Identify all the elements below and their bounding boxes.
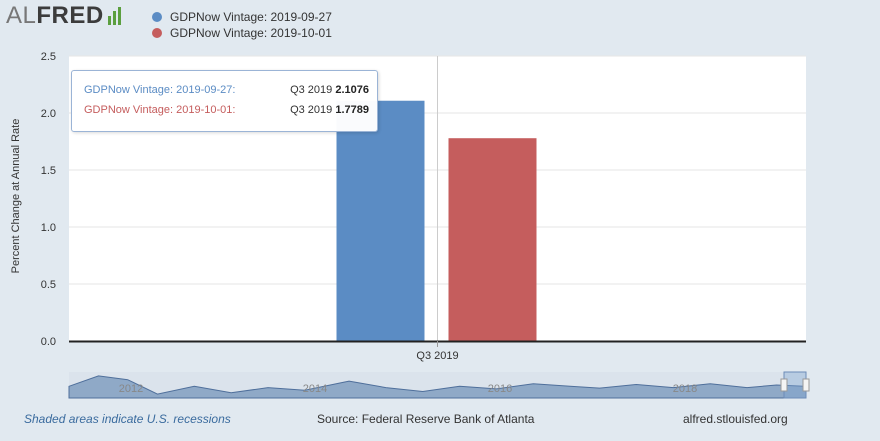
y-tick-label: 0.5 [41, 279, 56, 291]
source-text: Source: Federal Reserve Bank of Atlanta [317, 412, 535, 426]
navigator-year-label: 2012 [119, 383, 143, 395]
x-tick-label: Q3 2019 [416, 350, 458, 362]
legend-item-series-1[interactable]: GDPNow Vintage: 2019-09-27 [152, 9, 332, 25]
bar-series-1[interactable] [336, 100, 425, 341]
y-tick-label: 2.0 [41, 108, 56, 120]
tooltip-label-2: GDPNow Vintage: 2019-10-01: [84, 104, 236, 116]
y-tick-label: 1.5 [41, 165, 56, 177]
y-tick-label: 0.0 [41, 336, 56, 348]
y-tick-label: 2.5 [41, 51, 56, 63]
navigator-year-label: 2016 [488, 383, 512, 395]
tooltip-row-1: GDPNow Vintage: 2019-09-27: Q3 2019 2.10… [84, 84, 369, 100]
legend-marker-series-2 [152, 28, 162, 38]
navigator-series-area [68, 375, 807, 399]
tooltip-row-2: GDPNow Vintage: 2019-10-01: Q3 2019 1.77… [84, 104, 369, 120]
navigator-year-label: 2018 [673, 383, 697, 395]
tooltip-value-2: 1.7789 [335, 104, 369, 116]
y-tick-label: 1.0 [41, 222, 56, 234]
y-axis-label: Percent Change at Annual Rate [10, 118, 22, 274]
navigator-year-label: 2014 [303, 383, 327, 395]
navigator-handle-right[interactable] [802, 378, 810, 392]
logo-text-al: AL [6, 2, 37, 29]
tooltip-period-2: Q3 2019 [290, 104, 333, 116]
alfred-logo[interactable]: AL FRED [6, 2, 121, 29]
tooltip-label-1: GDPNow Vintage: 2019-09-27: [84, 84, 236, 96]
tooltip-period-1: Q3 2019 [290, 84, 333, 96]
logo-bars-icon [107, 7, 121, 25]
legend-item-series-2[interactable]: GDPNow Vintage: 2019-10-01 [152, 25, 332, 41]
recession-note: Shaded areas indicate U.S. recessions [24, 412, 231, 426]
bar-series-2[interactable] [448, 138, 537, 341]
navigator-handle-left[interactable] [780, 378, 788, 392]
tooltip: GDPNow Vintage: 2019-09-27: Q3 2019 2.10… [71, 70, 378, 132]
logo-text-fred: FRED [36, 2, 104, 29]
chart-legend: GDPNow Vintage: 2019-09-27 GDPNow Vintag… [152, 9, 332, 41]
site-link[interactable]: alfred.stlouisfed.org [683, 412, 788, 426]
legend-label-series-1: GDPNow Vintage: 2019-09-27 [170, 10, 332, 24]
legend-marker-series-1 [152, 12, 162, 22]
tooltip-value-1: 2.1076 [335, 84, 369, 96]
legend-label-series-2: GDPNow Vintage: 2019-10-01 [170, 26, 332, 40]
